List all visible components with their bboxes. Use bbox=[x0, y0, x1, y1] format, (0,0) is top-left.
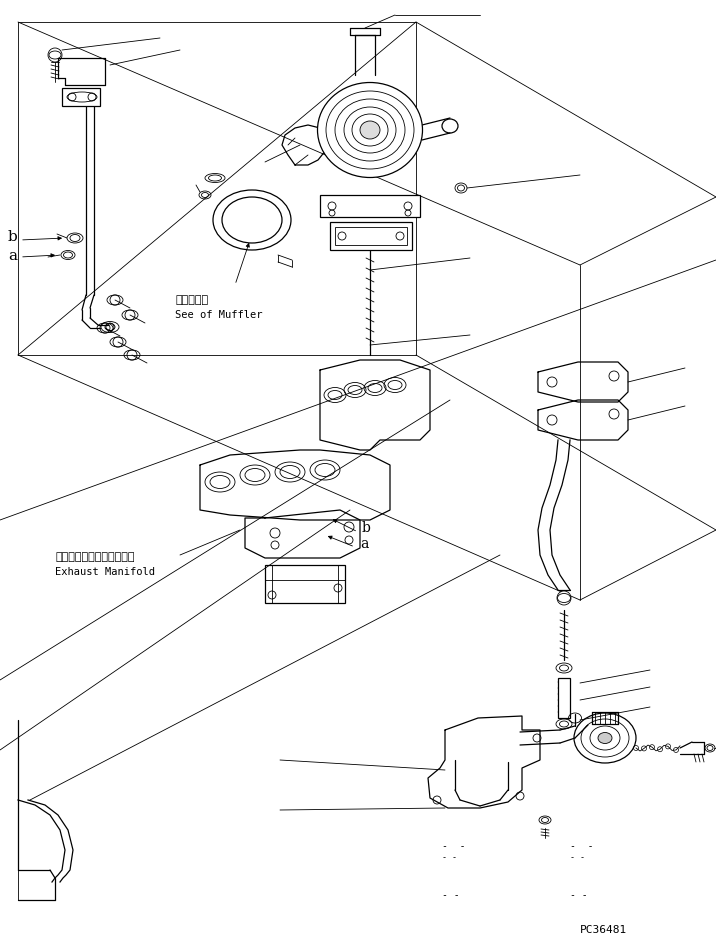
Bar bbox=[265, 565, 345, 603]
Text: PC36481: PC36481 bbox=[580, 925, 627, 935]
Text: - -: - - bbox=[570, 853, 585, 863]
Ellipse shape bbox=[213, 190, 291, 250]
Text: b: b bbox=[362, 521, 371, 535]
Ellipse shape bbox=[317, 82, 422, 177]
Bar bbox=[62, 88, 100, 106]
Text: -  -: - - bbox=[442, 841, 465, 851]
Circle shape bbox=[557, 591, 571, 605]
Bar bbox=[558, 678, 570, 718]
Bar bbox=[330, 222, 412, 250]
Bar bbox=[335, 227, 407, 245]
Text: - -: - - bbox=[442, 890, 460, 900]
Text: b: b bbox=[8, 230, 18, 244]
Ellipse shape bbox=[222, 197, 282, 243]
Text: See of Muffler: See of Muffler bbox=[175, 310, 263, 320]
Text: Exhaust Manifold: Exhaust Manifold bbox=[55, 567, 155, 577]
Bar bbox=[320, 195, 420, 217]
Ellipse shape bbox=[598, 733, 612, 743]
Text: -  -: - - bbox=[570, 841, 594, 851]
Text: マフラ参照: マフラ参照 bbox=[175, 295, 208, 305]
Text: エキゾーストマニホールド: エキゾーストマニホールド bbox=[55, 552, 135, 562]
Ellipse shape bbox=[360, 121, 380, 139]
Text: - -: - - bbox=[570, 890, 588, 900]
Text: - -: - - bbox=[442, 853, 457, 863]
Text: a: a bbox=[360, 537, 368, 551]
Text: a: a bbox=[8, 249, 17, 263]
